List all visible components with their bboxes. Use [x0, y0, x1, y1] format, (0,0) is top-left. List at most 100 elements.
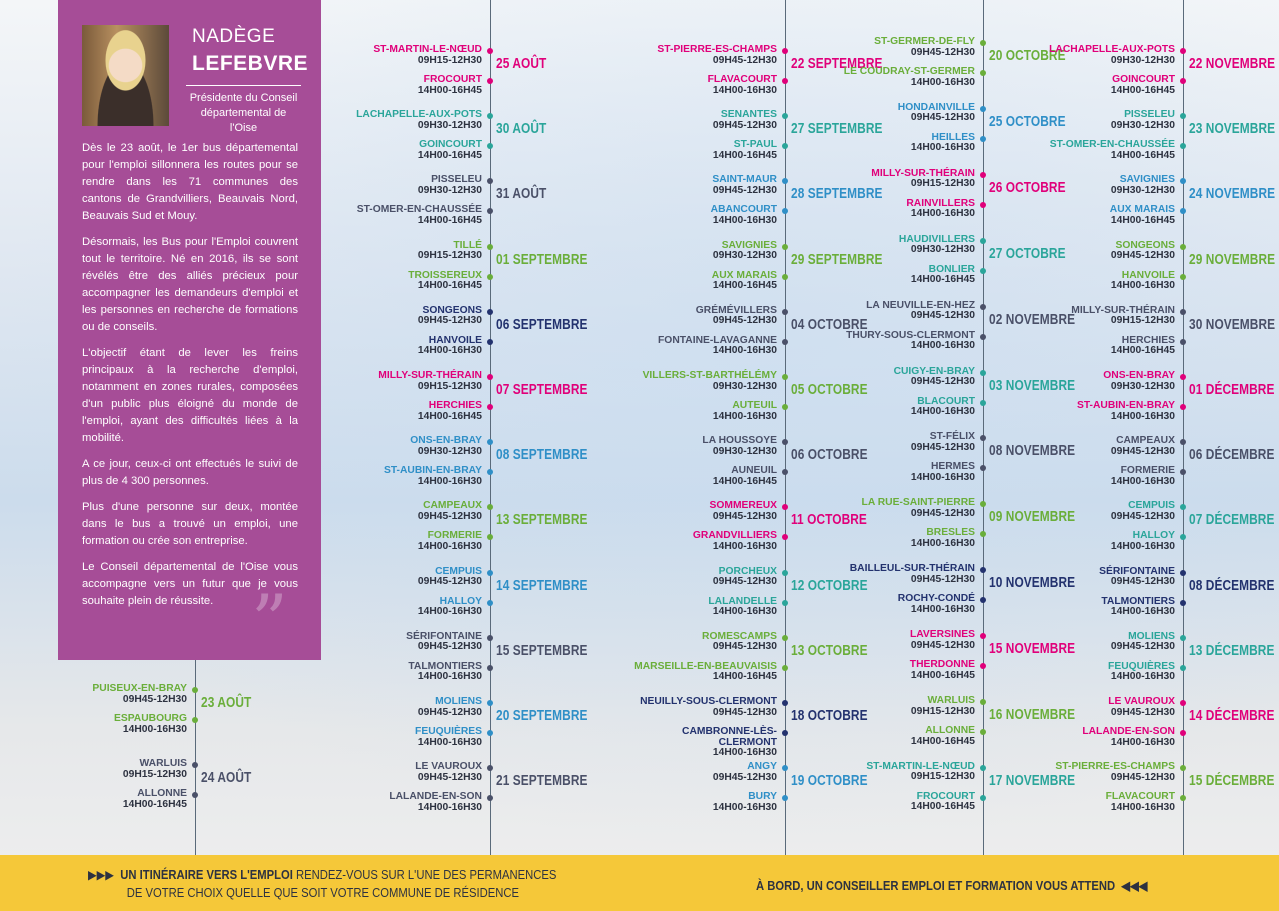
- stop-name: ST-FÉLIX: [929, 431, 975, 443]
- stop-dot: [1180, 504, 1186, 511]
- timeline-line: [1183, 0, 1184, 855]
- stop-hours: 09H45-12H30: [417, 576, 482, 588]
- stop-1-6-1: ST-AUBIN-EN-BRAY 14H00-16H30: [332, 466, 482, 487]
- visit-date: 29 SEPTEMBRE: [791, 251, 883, 268]
- visit-date: 25 OCTOBRE: [989, 113, 1066, 130]
- visit-date: 08 DÉCEMBRE: [1189, 577, 1275, 594]
- visit-date: 28 SEPTEMBRE: [791, 186, 883, 203]
- stop-dot: [1180, 308, 1186, 315]
- stop-hours: 14H00-16H30: [1110, 540, 1175, 552]
- visit-date: 08 SEPTEMBRE: [496, 447, 588, 464]
- visit-date: 27 SEPTEMBRE: [791, 121, 883, 138]
- stop-dot: [487, 765, 493, 772]
- stop-name: LA HOUSSOYE: [702, 435, 777, 447]
- stop-hours: 09H45-12H30: [122, 693, 187, 705]
- stop-name: AUNEUIL: [731, 465, 777, 477]
- timeline-line: [785, 0, 786, 855]
- stop-dot: [487, 308, 493, 315]
- stop-hours: 14H00-16H45: [417, 214, 482, 226]
- visit-date: 18 OCTOBRE: [791, 708, 868, 724]
- stop-dot: [980, 267, 986, 274]
- visit-date: 01 SEPTEMBRE: [496, 251, 588, 268]
- stop-1-3-0: TILLÉ 09H15-12H30: [332, 240, 482, 262]
- stop-dot: [487, 338, 493, 345]
- stop-dot: [487, 730, 493, 736]
- stop-name: WARLUIS: [927, 695, 975, 706]
- visit-date: 02 NOVEMBRE: [989, 311, 1076, 328]
- visit-date: 08 NOVEMBRE: [989, 443, 1076, 460]
- stop-3-5-1: BLACOURT 14H00-16H30: [825, 396, 975, 418]
- stop-2-4-0: GRÉMÉVILLERS 09H45-12H30: [627, 305, 777, 327]
- stop-name: HAUDIVILLERS: [898, 233, 975, 245]
- visit-date: 24 NOVEMBRE: [1189, 186, 1276, 203]
- stop-1-1-0: LACHAPELLE-AUX-POTS 09H30-12H30: [332, 110, 482, 131]
- stop-dot: [782, 439, 788, 446]
- stop-name: MILLY-SUR-THÉRAIN: [871, 167, 975, 179]
- arrows-left-icon: ◀◀◀: [1121, 879, 1148, 893]
- stop-hours: 09H45-12H30: [712, 576, 777, 588]
- stop-hours: 14H00-16H30: [1110, 475, 1175, 487]
- stop-3-3-1: BONLIER 14H00-16H45: [825, 264, 975, 286]
- stop-name: ONS-EN-BRAY: [410, 435, 482, 447]
- stop-2-2-1: ABANCOURT 14H00-16H30: [627, 205, 777, 226]
- intro-text: Dès le 23 août, le 1er bus départemental…: [82, 140, 298, 619]
- stop-hours: 14H00-16H45: [910, 735, 975, 747]
- visit-date: 15 DÉCEMBRE: [1189, 773, 1275, 790]
- visit-date: 09 NOVEMBRE: [989, 509, 1076, 526]
- stop-3-1-1: HEILLES 14H00-16H30: [825, 132, 975, 154]
- stop-dot: [487, 700, 493, 706]
- stop-4-8-0: SÉRIFONTAINE 09H45-12H30: [1025, 566, 1175, 588]
- stop-dot: [980, 399, 986, 406]
- stop-dot: [487, 273, 493, 280]
- stop-3-2-1: RAINVILLERS 14H00-16H30: [825, 198, 975, 220]
- stop-name: ST-GERMER-DE-FLY: [874, 36, 975, 47]
- stop-name: ST-PIERRE-ES-CHAMPS: [1055, 761, 1175, 773]
- stop-name: SAVIGNIES: [1119, 174, 1175, 186]
- visit-date: 07 DÉCEMBRE: [1189, 512, 1275, 529]
- stop-hours: 09H45-12H30: [910, 112, 975, 124]
- visit-date: 06 OCTOBRE: [791, 447, 868, 464]
- stop-dot: [980, 369, 986, 376]
- stop-1-2-1: ST-OMER-EN-CHAUSSÉE 14H00-16H45: [332, 205, 482, 226]
- stop-3-0-0: ST-GERMER-DE-FLY 09H45-12H30: [825, 36, 975, 58]
- stop-name: BRESLES: [926, 527, 975, 539]
- visit-date: 15 SEPTEMBRE: [496, 642, 588, 659]
- stop-dot: [1180, 273, 1186, 280]
- stop-dot: [782, 569, 788, 576]
- stop-1-8-1: HALLOY 14H00-16H30: [332, 596, 482, 618]
- stop-1-10-0: MOLIENS 09H45-12H30: [332, 696, 482, 718]
- stop-name: ST-MARTIN-LE-NŒUD: [373, 44, 482, 55]
- stop-hours: 14H00-16H45: [1110, 84, 1175, 96]
- stop-name: MILLY-SUR-THÉRAIN: [1071, 304, 1175, 316]
- stop-hours: 09H45-12H30: [910, 376, 975, 387]
- stop-name: WARLUIS: [139, 758, 187, 769]
- stop-name: ST-MARTIN-LE-NŒUD: [866, 760, 975, 772]
- visit-date: 21 SEPTEMBRE: [496, 773, 588, 790]
- stop-dot: [487, 208, 493, 215]
- stop-3-10-0: WARLUIS 09H15-12H30: [825, 695, 975, 717]
- stop-hours: 09H30-12H30: [1110, 380, 1175, 392]
- visit-date: 12 OCTOBRE: [791, 577, 868, 594]
- stop-name: SAVIGNIES: [721, 239, 777, 251]
- stop-2-9-1: MARSEILLE-EN-BEAUVAISIS 14H00-16H45: [627, 661, 777, 683]
- stop-hours: 09H30-12H30: [712, 250, 777, 262]
- stop-dot: [1180, 338, 1186, 345]
- stop-hours: 14H00-16H45: [417, 280, 482, 292]
- stop-dot: [782, 208, 788, 215]
- stop-3-7-0: LA RUE-SAINT-PIERRE 09H45-12H30: [825, 498, 975, 519]
- stop-dot: [192, 687, 198, 693]
- stop-hours: 09H15-12H30: [910, 771, 975, 783]
- stop-hours: 09H30-12H30: [1110, 119, 1175, 131]
- stop-hours: 09H45-12H30: [417, 641, 482, 653]
- stop-3-8-0: BAILLEUL-SUR-THÉRAIN 09H45-12H30: [825, 564, 975, 585]
- stop-hours: 14H00-16H30: [417, 606, 482, 618]
- stop-3-4-0: LA NEUVILLE-EN-HEZ 09H45-12H30: [825, 300, 975, 322]
- visit-date: 04 OCTOBRE: [791, 316, 868, 333]
- stop-hours: 14H00-16H30: [712, 84, 777, 96]
- stop-hours: 09H45-12H30: [1110, 250, 1175, 262]
- stop-dot: [782, 143, 788, 150]
- stop-hours: 14H00-16H30: [910, 340, 975, 352]
- stop-hours: 14H00-16H30: [712, 214, 777, 226]
- stop-hours: 14H00-16H45: [712, 280, 777, 292]
- stop-name: TROISSEREUX: [408, 269, 482, 281]
